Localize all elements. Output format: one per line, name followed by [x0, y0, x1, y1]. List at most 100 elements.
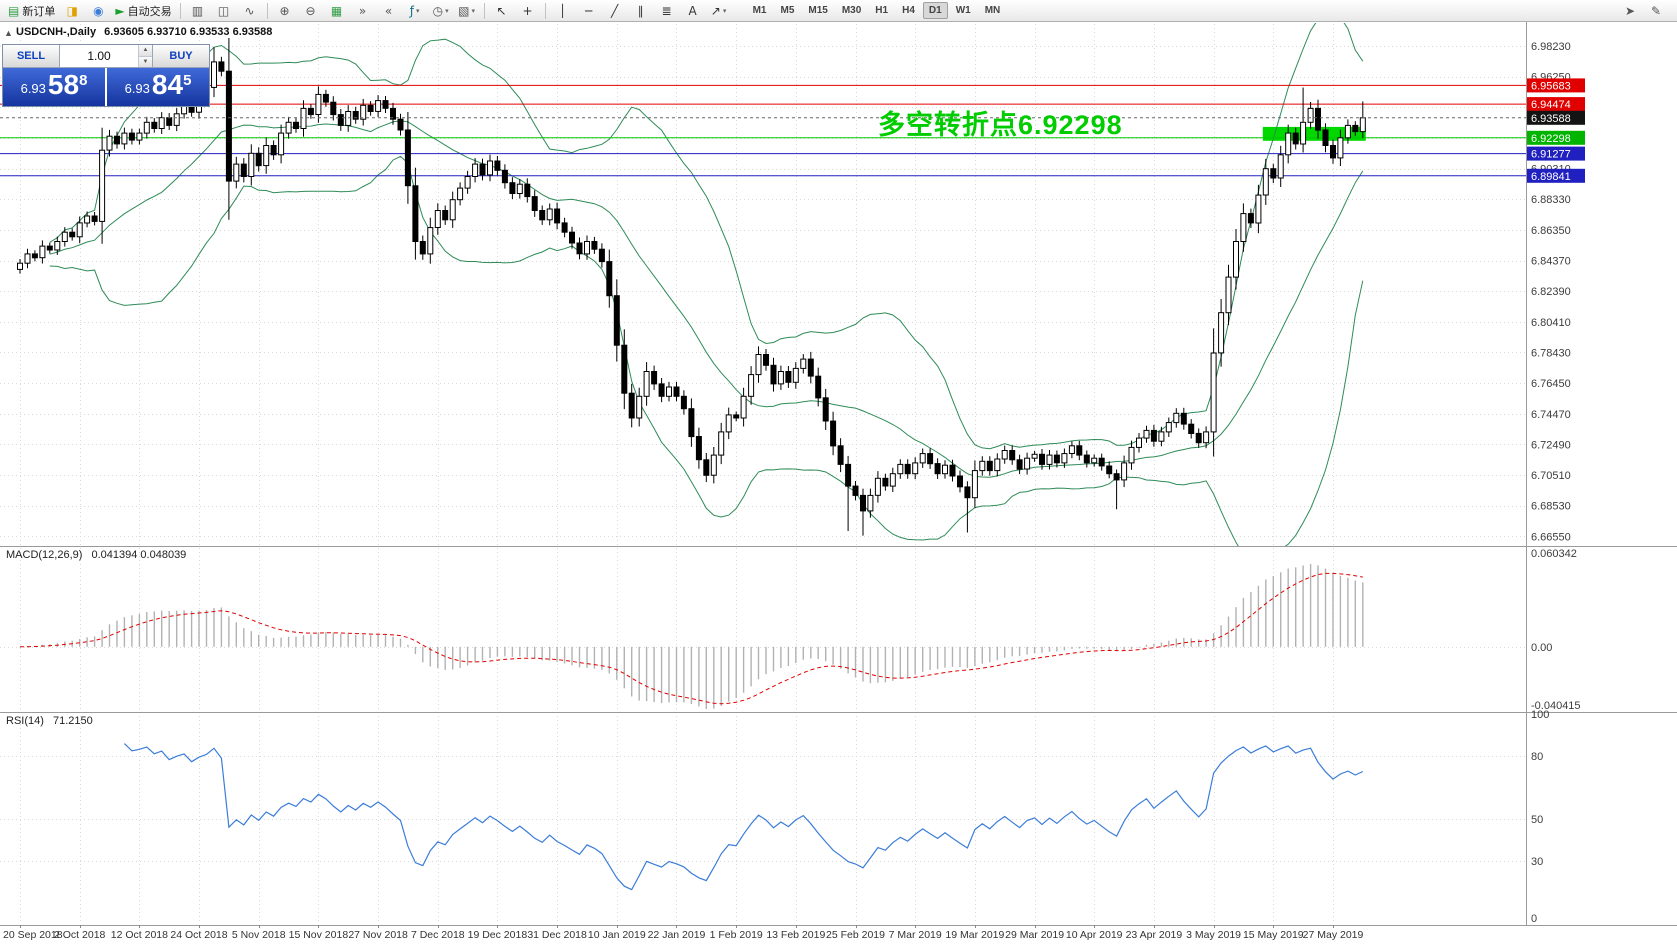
- horizontal-line-icon[interactable]: ─: [577, 1, 601, 21]
- one-click-trading-panel: SELL ▲ ▼ BUY 6.93 58 8 6.93 84 5: [2, 44, 210, 107]
- fibonacci-icon[interactable]: ≣: [655, 1, 679, 21]
- dropdown-caret-icon: ▾: [415, 7, 420, 15]
- pointer-mode-icon[interactable]: ➤: [1618, 1, 1642, 21]
- svg-text:6.94474: 6.94474: [1531, 99, 1571, 111]
- crosshair-icon[interactable]: +: [516, 1, 540, 21]
- pane-separators: [0, 22, 1677, 926]
- macd-values: 0.041394 0.048039: [91, 549, 187, 561]
- dropdown-caret-icon: ▾: [445, 7, 449, 15]
- templates-icon[interactable]: ▧ ▾: [455, 1, 479, 21]
- toolbar-separator: [544, 2, 546, 19]
- timeframe-m30-button[interactable]: M30: [841, 5, 862, 16]
- sell-price-main: 58: [47, 69, 80, 100]
- symbol-period-label: USDCNH-,Daily: [16, 26, 97, 38]
- svg-text:100: 100: [1531, 709, 1549, 721]
- timeframe-d1-button[interactable]: D1: [922, 2, 948, 19]
- auto-scroll-icon: »: [358, 3, 367, 18]
- svg-text:15 May 2019: 15 May 2019: [1243, 929, 1304, 941]
- volume-input[interactable]: [60, 45, 138, 67]
- bollinger-lo-band: [49, 155, 1364, 546]
- channel-icon[interactable]: ∥: [629, 1, 653, 21]
- svg-text:27 May 2019: 27 May 2019: [1303, 929, 1364, 941]
- svg-text:6.95683: 6.95683: [1531, 80, 1571, 92]
- autotrading-button-label: 自动交易: [127, 5, 172, 18]
- metaeditor-icon[interactable]: ◨: [60, 1, 84, 21]
- buy-price-prefix: 6.93: [124, 81, 150, 96]
- pivot-annotation-text[interactable]: 多空转折点6.92298: [878, 110, 1123, 140]
- svg-text:-0.040415: -0.040415: [1531, 700, 1581, 712]
- buy-price-pip: 5: [183, 72, 192, 89]
- zoom-out-icon: ⊖: [305, 3, 316, 18]
- market-watch-icon: ◉: [93, 3, 104, 18]
- candlestick-chart-icon: ◫: [217, 3, 230, 18]
- edit-icon[interactable]: ✎: [1644, 1, 1668, 21]
- zoom-in-icon[interactable]: ⊕: [273, 1, 297, 21]
- chart-shift-icon[interactable]: «: [377, 1, 401, 21]
- line-chart-icon: ∿: [244, 3, 255, 18]
- metaeditor-icon: ◨: [66, 3, 79, 18]
- svg-text:30: 30: [1531, 856, 1543, 868]
- market-watch-icon[interactable]: ◉: [86, 1, 110, 21]
- trade-panel-collapse-button[interactable]: ▲: [4, 28, 13, 38]
- periods-icon[interactable]: ◷ ▾: [429, 1, 453, 21]
- price-tag-6.95683: 6.95683: [1527, 78, 1585, 93]
- volume-up-button[interactable]: ▲: [139, 45, 152, 57]
- cursor-icon[interactable]: ↖: [490, 1, 514, 21]
- svg-text:6.66550: 6.66550: [1531, 531, 1571, 543]
- svg-text:6.74470: 6.74470: [1531, 409, 1571, 421]
- volume-down-button[interactable]: ▼: [139, 56, 152, 67]
- svg-text:10 Apr 2019: 10 Apr 2019: [1066, 929, 1123, 941]
- timeframe-h4-button[interactable]: H4: [902, 5, 915, 16]
- line-chart-icon[interactable]: ∿: [238, 1, 262, 21]
- sell-price[interactable]: 6.93 58 8: [3, 68, 105, 106]
- timeframe-w1-button[interactable]: W1: [955, 5, 971, 16]
- svg-text:10 Jan 2019: 10 Jan 2019: [588, 929, 646, 941]
- buy-button[interactable]: BUY: [152, 45, 209, 67]
- chart-title: USDCNH-,Daily 6.93605 6.93710 6.93533 6.…: [16, 26, 272, 38]
- timeframe-mn-button[interactable]: MN: [984, 5, 1001, 16]
- macd-label: MACD(12,26,9) 0.041394 0.048039: [6, 549, 186, 561]
- macd-title: MACD(12,26,9): [6, 549, 83, 561]
- main-toolbar: ▤ 新订单 ◨ ◉ ► 自动交易 ▥ ◫ ∿ ⊕ ⊖ ▦» «ƒ ▾ ◷ ▾ ▧ ▾ ↖ + │ ─ ╱ ∥ ≣ A ↗ ▾ M1 M5…: [0, 0, 1677, 22]
- autotrading-button[interactable]: ► 自动交易: [112, 1, 174, 21]
- tile-windows-icon[interactable]: ▦: [325, 1, 349, 21]
- timeframe-h1-button[interactable]: H1: [875, 5, 889, 16]
- indicators-icon[interactable]: ƒ ▾: [403, 1, 427, 21]
- trendline-icon[interactable]: ╱: [603, 1, 627, 21]
- cursor-icon: ↖: [496, 3, 507, 18]
- svg-text:6.68530: 6.68530: [1531, 501, 1571, 513]
- svg-text:6.88330: 6.88330: [1531, 194, 1571, 206]
- arrows-icon[interactable]: ↗ ▾: [707, 1, 731, 21]
- new-order-button[interactable]: ▤ 新订单: [5, 1, 58, 21]
- svg-text:6.86350: 6.86350: [1531, 225, 1571, 237]
- bar-chart-icon: ▥: [191, 3, 204, 18]
- zoom-out-icon[interactable]: ⊖: [299, 1, 323, 21]
- svg-text:0: 0: [1531, 913, 1537, 925]
- svg-text:6.89841: 6.89841: [1531, 171, 1571, 183]
- macd-histogram: [19, 563, 1364, 709]
- svg-text:6.70510: 6.70510: [1531, 470, 1571, 482]
- periods-icon: ◷: [432, 3, 444, 18]
- timeframe-toolbar: M1 M5 M15 M30 H1 H4 D1 W1 MN: [746, 2, 1008, 19]
- vertical-line-icon[interactable]: │: [551, 1, 575, 21]
- timeframe-m15-button[interactable]: M15: [808, 5, 828, 16]
- bar-chart-icon[interactable]: ▥: [186, 1, 210, 21]
- bollinger-mid-band: [49, 120, 1364, 478]
- candlestick-chart-icon[interactable]: ◫: [212, 1, 236, 21]
- svg-text:7 Mar 2019: 7 Mar 2019: [889, 929, 942, 941]
- svg-text:0.060342: 0.060342: [1531, 548, 1577, 560]
- sell-button[interactable]: SELL: [3, 45, 60, 67]
- timeframe-m1-button[interactable]: M1: [752, 5, 767, 16]
- svg-text:6.93588: 6.93588: [1531, 113, 1571, 125]
- timeframe-m5-button[interactable]: M5: [780, 5, 795, 16]
- text-icon[interactable]: A: [681, 1, 705, 21]
- svg-text:6.84370: 6.84370: [1531, 256, 1571, 268]
- macd-signal-line: [19, 572, 1363, 705]
- buy-price[interactable]: 6.93 84 5: [107, 68, 209, 106]
- svg-text:20 Sep 2018: 20 Sep 2018: [3, 929, 63, 941]
- volume-control: ▲ ▼: [60, 45, 152, 67]
- auto-scroll-icon[interactable]: »: [351, 1, 375, 21]
- price-tag-6.92298: 6.92298: [1527, 130, 1585, 145]
